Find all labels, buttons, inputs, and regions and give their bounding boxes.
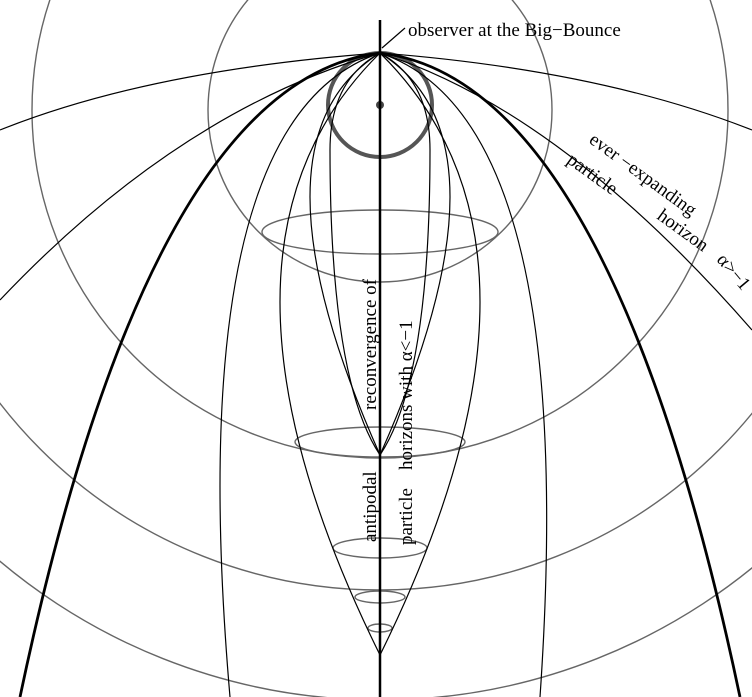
line <box>0 52 381 131</box>
label: particle <box>396 488 417 545</box>
label: reconvergence of <box>360 278 381 410</box>
lens <box>379 52 481 656</box>
horizon <box>379 52 548 697</box>
line <box>379 52 752 331</box>
lens <box>279 52 381 656</box>
lens <box>329 52 381 456</box>
line <box>0 52 381 301</box>
line <box>379 52 752 131</box>
horizons <box>0 20 752 697</box>
lens <box>309 52 381 456</box>
label: α>−1 <box>712 250 752 295</box>
label: observer at the Big−Bounce <box>408 20 621 41</box>
pointer <box>381 27 406 49</box>
thick-horizon <box>18 51 381 697</box>
thick-horizon <box>379 51 742 697</box>
horizon <box>219 52 381 697</box>
lens <box>379 52 451 456</box>
label: antipodal <box>360 471 381 542</box>
lens <box>379 52 431 456</box>
label: horizons with α<−1 <box>396 320 417 470</box>
